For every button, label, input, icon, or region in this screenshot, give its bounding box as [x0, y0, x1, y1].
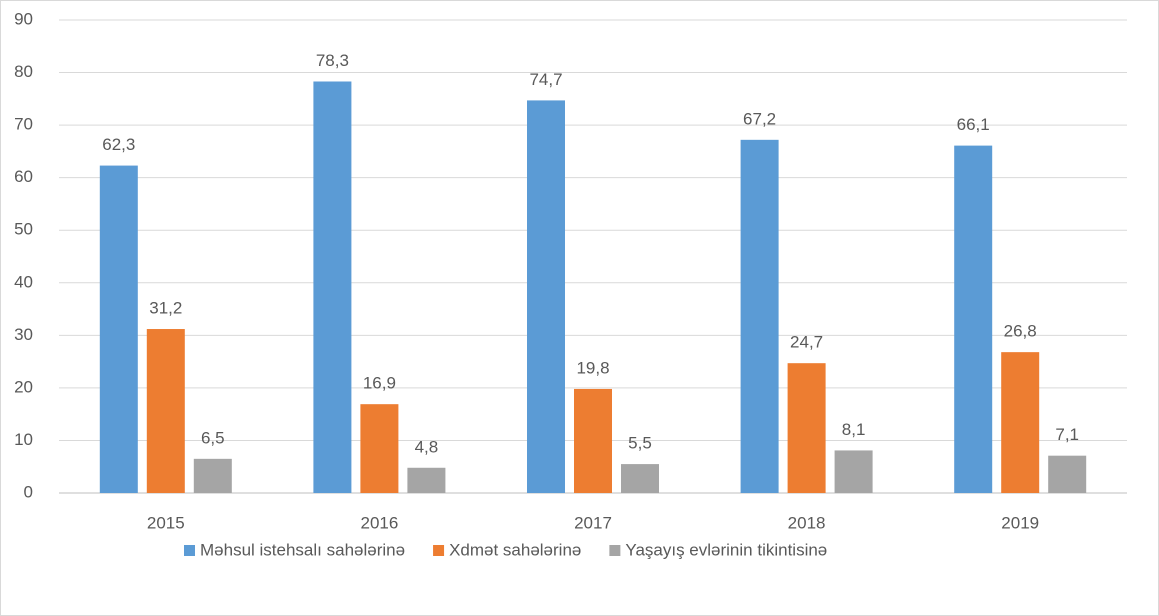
bar	[407, 467, 446, 493]
x-tick-label: 2015	[147, 513, 185, 532]
x-tick-label: 2018	[788, 513, 826, 532]
y-tick-label: 30	[14, 325, 33, 344]
data-label: 19,8	[576, 358, 609, 377]
legend-label: Yaşayış evlərinin tikintisinə	[625, 540, 827, 559]
legend-swatch	[184, 545, 195, 556]
bar	[360, 404, 399, 493]
bar	[787, 363, 826, 493]
y-tick-label: 60	[14, 167, 33, 186]
x-tick-label: 2016	[360, 513, 398, 532]
y-tick-label: 50	[14, 220, 33, 239]
data-label: 31,2	[149, 299, 182, 318]
x-tick-label: 2017	[574, 513, 612, 532]
legend-label: Məhsul istehsalı sahələrinə	[200, 540, 405, 559]
y-tick-label: 80	[14, 62, 33, 81]
data-label: 62,3	[102, 135, 135, 154]
bar	[146, 329, 185, 493]
bar	[740, 139, 779, 493]
legend-swatch	[609, 545, 621, 556]
bar	[574, 388, 612, 493]
data-label: 66,1	[957, 115, 990, 134]
bar	[1001, 352, 1040, 493]
y-tick-label: 70	[14, 115, 33, 134]
data-label: 26,8	[1004, 322, 1037, 341]
bar	[834, 450, 873, 493]
bar	[313, 81, 352, 494]
data-label: 67,2	[743, 109, 776, 128]
legend-swatch	[433, 545, 445, 556]
bar	[621, 464, 659, 493]
data-label: 24,7	[790, 333, 823, 352]
data-label: 8,1	[842, 420, 866, 439]
data-label: 5,5	[628, 434, 652, 453]
data-label: 7,1	[1055, 425, 1079, 444]
x-tick-label: 2019	[1001, 513, 1039, 532]
data-label: 4,8	[415, 437, 439, 456]
y-tick-label: 0	[24, 482, 33, 501]
y-tick-label: 90	[14, 9, 33, 28]
data-label: 78,3	[316, 51, 349, 70]
bar	[193, 458, 232, 493]
data-label: 16,9	[363, 374, 396, 393]
bar	[527, 100, 565, 493]
legend-label: Xdmət sahələrinə	[449, 540, 581, 559]
bar	[99, 165, 138, 493]
y-tick-label: 10	[14, 430, 33, 449]
data-label: 6,5	[201, 428, 225, 447]
y-tick-label: 40	[14, 272, 33, 291]
y-tick-label: 20	[14, 377, 33, 396]
bar	[1048, 455, 1087, 493]
data-label: 74,7	[529, 70, 562, 89]
bar	[954, 145, 993, 493]
